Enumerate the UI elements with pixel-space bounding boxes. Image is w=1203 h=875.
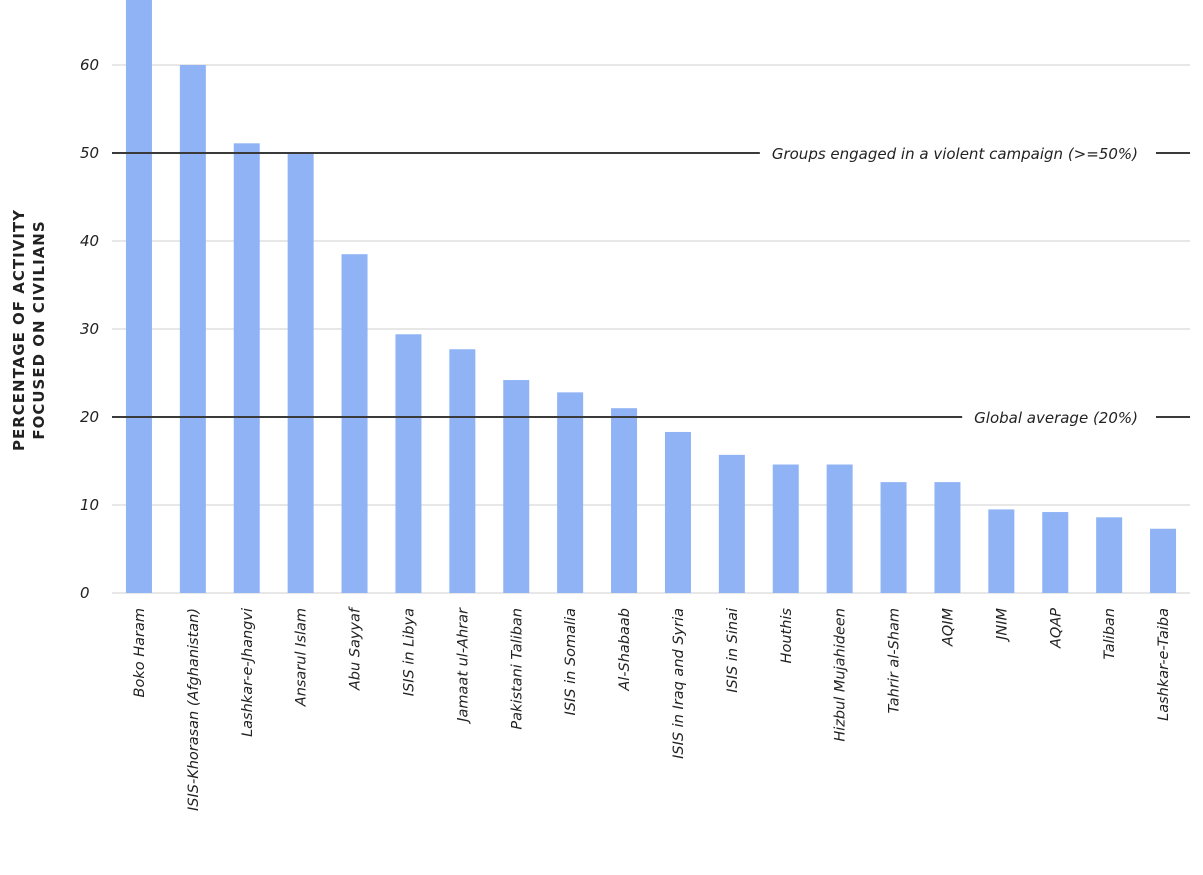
x-tick-label: AQAP bbox=[1048, 608, 1064, 649]
y-tick-label: 60 bbox=[80, 56, 99, 74]
x-tick-label: ISIS in Sinai bbox=[725, 608, 741, 693]
bar bbox=[611, 408, 638, 593]
reference-label-gap bbox=[962, 413, 1156, 421]
bar bbox=[772, 464, 799, 593]
bar bbox=[1096, 517, 1123, 593]
x-tick-label: Hizbul Mujahideen bbox=[833, 608, 849, 742]
x-tick-label: ISIS in Libya bbox=[401, 608, 417, 696]
bar bbox=[179, 65, 206, 593]
x-tick-label: Pakistani Taliban bbox=[509, 608, 525, 730]
bar bbox=[233, 143, 260, 593]
bar bbox=[934, 482, 961, 593]
bar bbox=[880, 482, 907, 593]
x-tick-label: ISIS-Khorasan (Afghanistan) bbox=[186, 608, 202, 811]
x-tick-label: ISIS in Somalia bbox=[563, 608, 579, 715]
reference-line-label: Groups engaged in a violent campaign (>=… bbox=[772, 145, 1138, 163]
reference-line-label: Global average (20%) bbox=[974, 409, 1138, 427]
x-tick-label: ISIS in Iraq and Syria bbox=[671, 608, 687, 759]
bar bbox=[449, 349, 476, 593]
bar bbox=[1042, 512, 1069, 593]
x-tick-label: Al-Shabaab bbox=[617, 608, 633, 692]
y-tick-label: 20 bbox=[80, 408, 99, 426]
x-tick-label: Lashkar-e-Taiba bbox=[1156, 608, 1172, 721]
grid-lines bbox=[112, 64, 1190, 594]
x-axis-categories: Boko Haram ISIS-Khorasan (Afghanistan) Las… bbox=[132, 606, 1172, 811]
y-tick-label: 40 bbox=[80, 232, 99, 250]
bar bbox=[826, 464, 853, 593]
y-tick-label: 10 bbox=[80, 496, 99, 514]
bar bbox=[287, 153, 314, 593]
bars bbox=[125, 0, 1177, 593]
bar bbox=[1150, 528, 1177, 593]
y-tick-label: 50 bbox=[80, 144, 99, 162]
x-tick-label: Abu Sayyaf bbox=[348, 606, 364, 691]
y-tick-label: 0 bbox=[80, 584, 90, 602]
x-tick-label: Taliban bbox=[1102, 608, 1118, 660]
x-tick-label: Ansarul Islam bbox=[294, 608, 310, 707]
x-tick-label: Tahrir al-Sham bbox=[887, 608, 903, 714]
bar bbox=[503, 380, 530, 593]
bar bbox=[988, 509, 1015, 593]
y-axis-label-line-1: PERCENTAGE OF ACTIVITY bbox=[10, 209, 28, 451]
bar bbox=[395, 334, 422, 593]
y-axis-ticks: 01020304050607080 bbox=[80, 56, 99, 602]
x-tick-label: Boko Haram bbox=[132, 608, 148, 697]
reference-lines: Groups engaged in a violent campaign (>=… bbox=[112, 145, 1190, 427]
x-tick-label: Jamaat ul-Ahrar bbox=[455, 607, 471, 725]
bar bbox=[125, 0, 152, 593]
y-tick-label: 30 bbox=[80, 320, 99, 338]
reference-label-gap bbox=[759, 149, 1156, 157]
bar bbox=[718, 454, 745, 593]
bar bbox=[557, 392, 584, 593]
x-tick-label: JNIM bbox=[994, 608, 1010, 643]
y-axis-label-line-2: FOCUSED ON CIVILIANS bbox=[30, 220, 48, 439]
bar bbox=[341, 254, 368, 593]
bar bbox=[664, 431, 691, 593]
x-tick-label: Houthis bbox=[779, 608, 795, 664]
x-tick-label: AQIM bbox=[940, 608, 956, 648]
x-tick-label: Lashkar-e-Jhangvi bbox=[240, 608, 256, 737]
